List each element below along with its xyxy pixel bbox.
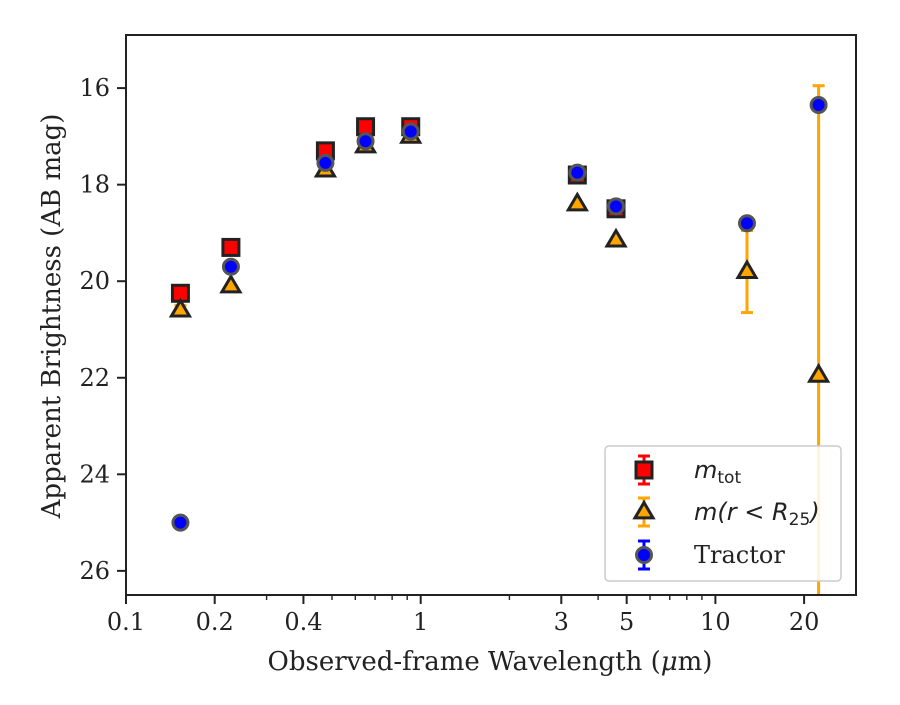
legend-label-mtot-sub: tot (717, 468, 741, 488)
point-mr25-1 (219, 273, 243, 294)
point-tractor-0 (171, 513, 190, 532)
y-tick-label-0: 16 (79, 74, 110, 102)
x-tick-label-5: 5 (619, 608, 634, 636)
legend-label-mr25-main: m (694, 498, 717, 526)
point-tractor-7 (737, 214, 756, 233)
data-marks (168, 84, 831, 595)
point-mr25-8 (806, 362, 831, 383)
x-axis-title-unit: m) (678, 647, 713, 677)
series-tractor (171, 96, 828, 532)
x-axis-title: Observed-frame Wavelength (μm) (268, 647, 713, 677)
point-tractor-4 (401, 122, 420, 141)
legend-marker-mtot (634, 460, 654, 480)
point-tractor-1 (221, 257, 240, 276)
x-tick-label-7: 20 (789, 608, 820, 636)
x-tick-label-1: 0.2 (196, 608, 234, 636)
x-tick-label-4: 3 (554, 608, 569, 636)
point-mtot-1 (221, 237, 241, 257)
legend-label-tractor: Tractor (694, 541, 785, 569)
legend-label-mr25: m(r < R25) (694, 498, 820, 530)
legend-marker-mr25 (632, 499, 656, 520)
x-tick-label-3: 1 (413, 608, 428, 636)
point-mr25-0 (168, 297, 193, 318)
legend-label-mtot-main: m (694, 456, 717, 484)
point-mr25-7 (735, 259, 759, 279)
x-tick-label-2: 0.4 (284, 608, 322, 636)
legend-marker-tractor (635, 546, 653, 564)
legend-label-mr25-sub: 25 (789, 510, 811, 530)
x-tick-label-6: 10 (700, 608, 731, 636)
point-mr25-6 (604, 227, 628, 248)
plot-area (168, 84, 831, 595)
point-tractor-8 (809, 96, 828, 114)
y-tick-label-1: 18 (79, 171, 110, 199)
y-tick-label-4: 24 (79, 460, 110, 488)
series-mtot (170, 117, 626, 303)
point-mr25-5 (565, 191, 589, 212)
point-tractor-3 (356, 132, 375, 151)
axes: 0.1 0.2 0.4 1 3 5 10 20 16 18 20 22 24 26 (79, 34, 857, 636)
point-tractor-6 (607, 197, 626, 216)
y-tick-label-2: 20 (79, 267, 110, 295)
legend-box (604, 445, 842, 582)
x-axis-title-mu: μ (661, 647, 678, 677)
y-tick-label-5: 26 (79, 557, 110, 585)
x-tick-label-0: 0.1 (107, 608, 145, 636)
y-tick-label-3: 22 (79, 364, 110, 392)
x-axis-title-prefix: Observed-frame Wavelength ( (268, 647, 661, 677)
plot-frame (125, 34, 857, 596)
legend-label-mr25-post: ) (808, 498, 819, 526)
point-tractor-2 (316, 153, 335, 172)
legend-label-mtot: mtot (694, 456, 741, 488)
y-axis-title: Apparent Brightness (AB mag) (37, 114, 67, 520)
point-tractor-5 (568, 163, 587, 182)
legend-label-mr25-pre: (r < R (717, 498, 788, 526)
